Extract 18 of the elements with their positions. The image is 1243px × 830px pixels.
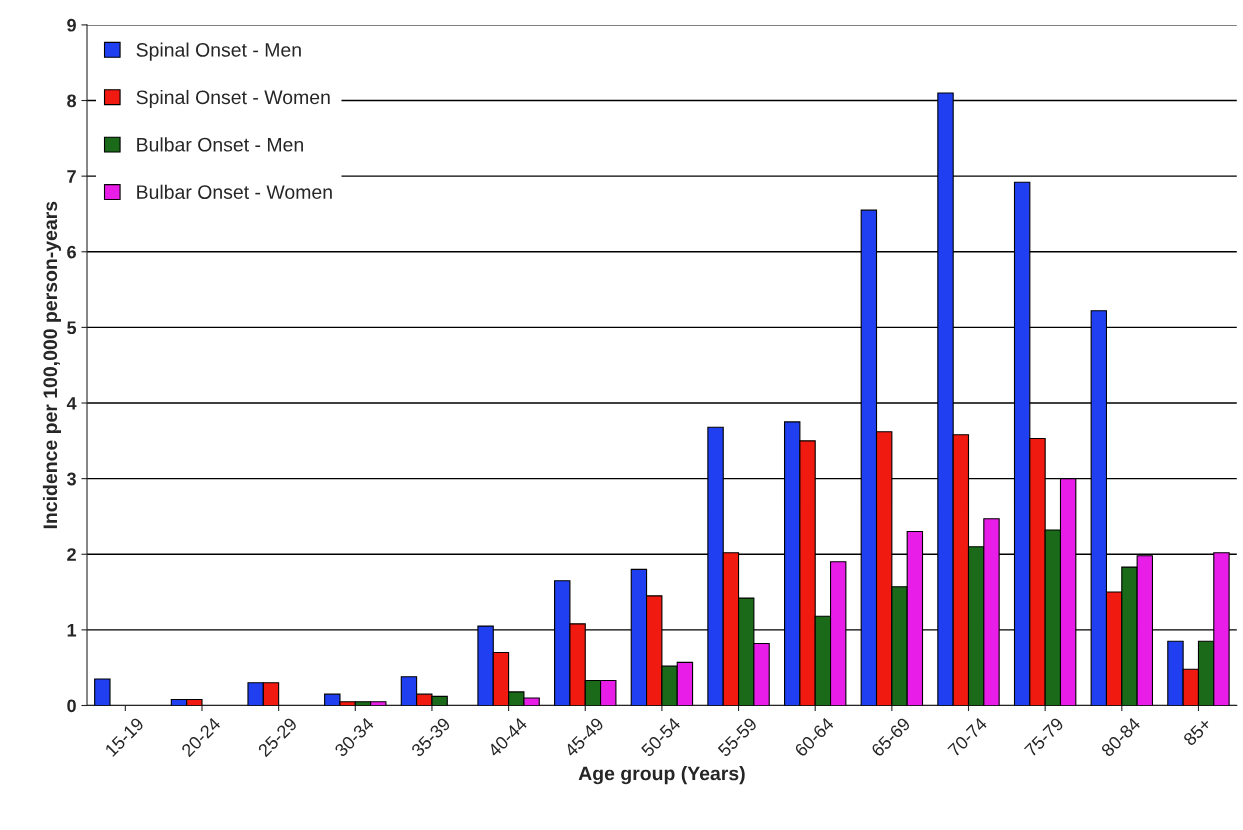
legend-label: Bulbar Onset - Men [137,137,303,152]
y-axis-title: Incidence per 100,000 person-years [42,201,61,529]
y-tick-label: 3 [66,472,76,486]
y-tick-label: 2 [67,548,76,561]
x-tick-label: 85+ [1182,716,1213,747]
y-tick-label: 0 [67,699,76,713]
y-tick-label: 7 [67,170,76,183]
y-tick-label: 4 [66,397,77,410]
y-tick-label: 8 [67,94,77,108]
legend-label: Spinal Onset - Women [136,89,330,109]
y-tick-label: 6 [67,245,76,259]
y-tick-label: 1 [67,624,77,637]
bar [94,678,111,706]
legend-label: Spinal Onset - Men [136,42,301,61]
y-tick-label: 5 [67,321,77,335]
y-tick-label: 9 [67,18,76,32]
legend-label: Bulbar Onset - Women [137,184,332,199]
x-axis-title: Age group (Years) [578,766,745,785]
